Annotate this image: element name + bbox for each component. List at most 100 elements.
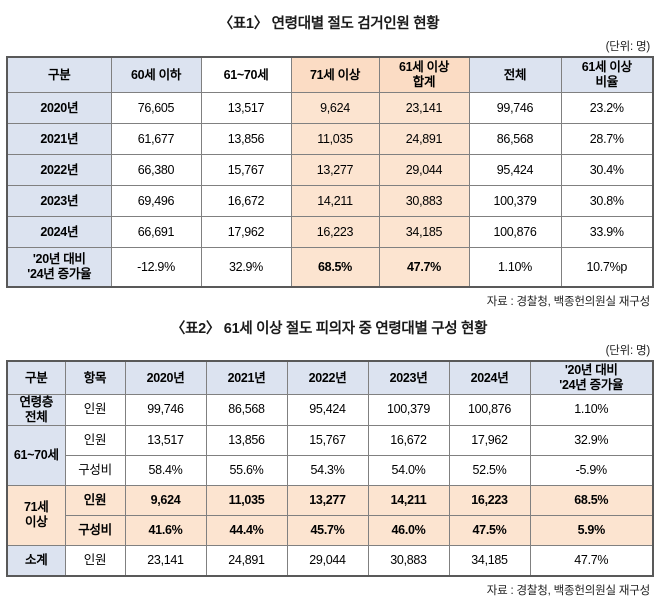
table1-cell: 9,624 (290, 92, 380, 124)
table1-cell: 30,883 (378, 185, 470, 217)
table1-cell: 33.9% (560, 216, 654, 248)
table2-col-header-4: 2022년 (286, 360, 369, 395)
table1-cell: 95,424 (468, 154, 562, 186)
table2-cell: 1.10% (529, 394, 654, 426)
table1-cell: 29,044 (378, 154, 470, 186)
table1-cell: 100,876 (468, 216, 562, 248)
table1-cell: 10.7%p (560, 247, 654, 288)
table1-row: 2020년 76,605 13,517 9,624 23,141 99,746 … (6, 92, 654, 124)
table2-cell: 47.5% (448, 514, 531, 546)
table2-elderly-composition: 구분 항목 2020년 2021년 2022년 2023년 2024년 '20년… (6, 360, 654, 577)
table1-cell: 99,746 (468, 92, 562, 124)
table2-row: 71세 이상 인원 9,624 11,035 13,277 14,211 16,… (6, 484, 654, 546)
table2-item-label: 인원 (64, 394, 126, 426)
table1-cell: 13,856 (200, 123, 292, 155)
table2-header-row: 구분 항목 2020년 2021년 2022년 2023년 2024년 '20년… (6, 360, 654, 395)
table2-cell: 86,568 (205, 394, 288, 426)
table2-cell: 13,856 (205, 424, 288, 456)
table2-cell: 54.0% (367, 454, 450, 486)
table2-cell: 41.6% (124, 514, 207, 546)
table2-cell: 99,746 (124, 394, 207, 426)
table2-row: 소계 인원 23,141 24,891 29,044 30,883 34,185… (6, 544, 654, 576)
table1-cell: 11,035 (290, 123, 380, 155)
table2-cell: 55.6% (205, 454, 288, 486)
table2-cell: 24,891 (205, 544, 288, 576)
table2-col-header-2: 2020년 (124, 360, 207, 395)
table1-cell: 13,277 (290, 154, 380, 186)
table1-cell: 16,223 (290, 216, 380, 248)
table1-cell: 23,141 (378, 92, 470, 124)
table1-cell: 30.8% (560, 185, 654, 217)
table1-unit-label: (단위: 명) (605, 41, 651, 53)
table1-source-note: 자료 : 경찰청, 백종헌의원실 재구성 (486, 296, 650, 308)
table2-col-header-1: 항목 (64, 360, 126, 395)
table1-cell: 13,517 (200, 92, 292, 124)
table2-unit-label: (단위: 명) (605, 345, 651, 357)
table1-age-arrest-counts: 구분 60세 이하 61~70세 71세 이상 61세 이상 합계 전체 61세… (6, 56, 654, 288)
table1-cell: 28.7% (560, 123, 654, 155)
table1-header-row: 구분 60세 이하 61~70세 71세 이상 61세 이상 합계 전체 61세… (6, 56, 654, 93)
table2-item-label: 인원 (64, 424, 126, 456)
table1-row-label: 2022년 (6, 154, 112, 186)
table1-cell: 68.5% (290, 247, 380, 288)
table1-col-header-2: 61~70세 (200, 56, 292, 93)
table1-cell: 69,496 (110, 185, 202, 217)
table1-cell: 23.2% (560, 92, 654, 124)
table2-group-label: 61~70세 (6, 424, 66, 486)
table2-cell: 30,883 (367, 544, 450, 576)
table2-cell: 54.3% (286, 454, 369, 486)
table2-cell: 34,185 (448, 544, 531, 576)
table2-cell: 16,672 (367, 424, 450, 456)
report-page: 〈표1〉 연령대별 절도 검거인원 현황 (단위: 명) 구분 60세 이하 6… (6, 16, 654, 597)
table1-title: 〈표1〉 연령대별 절도 검거인원 현황 (218, 16, 440, 32)
table1-cell: 86,568 (468, 123, 562, 155)
table1-col-header-4: 61세 이상 합계 (378, 56, 470, 93)
table1-row-label: 2020년 (6, 92, 112, 124)
table1-cell: 24,891 (378, 123, 470, 155)
table2-cell: 11,035 (205, 484, 288, 516)
table2-cell: 13,277 (286, 484, 369, 516)
table2-row: 연령층 전체 인원 99,746 86,568 95,424 100,379 1… (6, 394, 654, 426)
table2-row: 61~70세 인원 13,517 13,856 15,767 16,672 17… (6, 424, 654, 486)
table2-title: 〈표2〉 61세 이상 절도 피의자 중 연령대별 구성 현황 (170, 321, 488, 337)
table2-cell: 68.5% (529, 484, 654, 516)
table1-cell: 14,211 (290, 185, 380, 217)
table1-row-label: '20년 대비 '24년 증가율 (6, 247, 112, 288)
table2-item-label: 인원 (64, 544, 126, 576)
table1-cell: 32.9% (200, 247, 292, 288)
table2-cell: 29,044 (286, 544, 369, 576)
table2-cell: 15,767 (286, 424, 369, 456)
table2-cell: 95,424 (286, 394, 369, 426)
table2-item-label: 구성비 (64, 514, 126, 546)
table2-col-header-3: 2021년 (205, 360, 288, 395)
table2-cell: 14,211 (367, 484, 450, 516)
table2-cell: 45.7% (286, 514, 369, 546)
table2-col-header-6: 2024년 (448, 360, 531, 395)
table2-cell: 44.4% (205, 514, 288, 546)
table2-cell: 13,517 (124, 424, 207, 456)
table2-col-header-5: 2023년 (367, 360, 450, 395)
table1-col-header-0: 구분 (6, 56, 112, 93)
table2-source-note: 자료 : 경찰청, 백종헌의원실 재구성 (486, 584, 650, 597)
table1-cell: 61,677 (110, 123, 202, 155)
table2-cell: 100,876 (448, 394, 531, 426)
table1-cell: 66,380 (110, 154, 202, 186)
table1-growth-row: '20년 대비 '24년 증가율 -12.9% 32.9% 68.5% 47.7… (6, 247, 654, 288)
table1-cell: 66,691 (110, 216, 202, 248)
table1-row-label: 2023년 (6, 185, 112, 217)
table2-cell: 23,141 (124, 544, 207, 576)
table2-row: 구성비 58.4% 55.6% 54.3% 54.0% 52.5% -5.9% (7, 454, 654, 486)
table2-col-header-7: '20년 대비 '24년 증가율 (529, 360, 654, 395)
table2-group-label: 소계 (6, 544, 66, 576)
table2-cell: 47.7% (529, 544, 654, 576)
table1-cell: 16,672 (200, 185, 292, 217)
table2-cell: 52.5% (448, 454, 531, 486)
table1-col-header-5: 전체 (468, 56, 562, 93)
table1-row: 2023년 69,496 16,672 14,211 30,883 100,37… (6, 185, 654, 217)
table1-cell: -12.9% (110, 247, 202, 288)
table2-item-label: 구성비 (64, 454, 126, 486)
table1-cell: 17,962 (200, 216, 292, 248)
table2-cell: 5.9% (529, 514, 654, 546)
table1-cell: 76,605 (110, 92, 202, 124)
table1-row: 2022년 66,380 15,767 13,277 29,044 95,424… (6, 154, 654, 186)
